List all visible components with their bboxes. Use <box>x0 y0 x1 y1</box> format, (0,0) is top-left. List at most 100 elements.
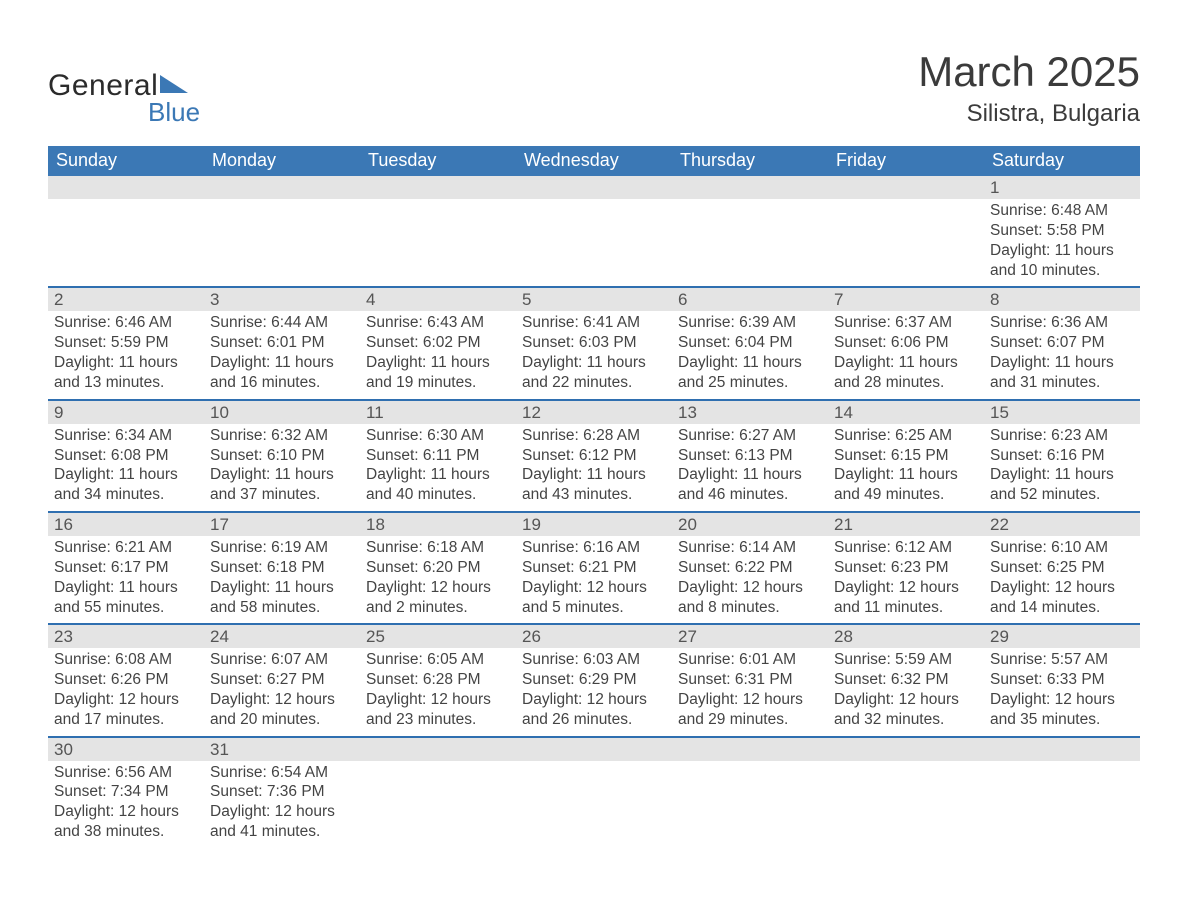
day-cell: Sunrise: 6:43 AMSunset: 6:02 PMDaylight:… <box>360 311 516 399</box>
daylight-text: Daylight: 11 hours <box>522 465 666 485</box>
day-cell <box>48 199 204 287</box>
sunrise-text: Sunrise: 6:32 AM <box>210 426 354 446</box>
day-body: Sunrise: 6:30 AMSunset: 6:11 PMDaylight:… <box>360 424 516 511</box>
daylight-text: Daylight: 11 hours <box>678 465 822 485</box>
daylight-text-2: and 41 minutes. <box>210 822 354 842</box>
sunset-text: Sunset: 6:27 PM <box>210 670 354 690</box>
sunrise-text: Sunrise: 6:48 AM <box>990 201 1134 221</box>
day-cell: Sunrise: 6:10 AMSunset: 6:25 PMDaylight:… <box>984 536 1140 624</box>
day-number: 18 <box>360 513 516 536</box>
day-number-cell: 8 <box>984 287 1140 311</box>
sunrise-text: Sunrise: 6:37 AM <box>834 313 978 333</box>
daylight-text-2: and 49 minutes. <box>834 485 978 505</box>
day-number: 17 <box>204 513 360 536</box>
logo-line-2: Blue <box>148 97 200 128</box>
day-body <box>984 761 1140 769</box>
sunset-text: Sunset: 6:15 PM <box>834 446 978 466</box>
daylight-text: Daylight: 11 hours <box>54 578 198 598</box>
day-cell: Sunrise: 6:01 AMSunset: 6:31 PMDaylight:… <box>672 648 828 736</box>
daylight-text: Daylight: 11 hours <box>210 465 354 485</box>
sunrise-text: Sunrise: 6:34 AM <box>54 426 198 446</box>
day-number-cell: 25 <box>360 624 516 648</box>
brand-logo: General Blue <box>48 69 200 128</box>
day-body: Sunrise: 6:19 AMSunset: 6:18 PMDaylight:… <box>204 536 360 623</box>
week-body-row: Sunrise: 6:08 AMSunset: 6:26 PMDaylight:… <box>48 648 1140 736</box>
day-number-cell <box>516 176 672 199</box>
day-cell: Sunrise: 6:25 AMSunset: 6:15 PMDaylight:… <box>828 424 984 512</box>
location-subtitle: Silistra, Bulgaria <box>918 100 1140 128</box>
day-number-cell: 9 <box>48 400 204 424</box>
sunrise-text: Sunrise: 6:27 AM <box>678 426 822 446</box>
day-body <box>828 199 984 207</box>
daylight-text-2: and 46 minutes. <box>678 485 822 505</box>
daylight-text-2: and 34 minutes. <box>54 485 198 505</box>
day-number-cell <box>204 176 360 199</box>
day-number-cell: 17 <box>204 512 360 536</box>
day-number: 20 <box>672 513 828 536</box>
day-body: Sunrise: 6:21 AMSunset: 6:17 PMDaylight:… <box>48 536 204 623</box>
daylight-text: Daylight: 12 hours <box>834 690 978 710</box>
sunrise-text: Sunrise: 5:57 AM <box>990 650 1134 670</box>
sunrise-text: Sunrise: 6:28 AM <box>522 426 666 446</box>
sunrise-text: Sunrise: 6:39 AM <box>678 313 822 333</box>
sunrise-text: Sunrise: 6:16 AM <box>522 538 666 558</box>
sunrise-text: Sunrise: 6:23 AM <box>990 426 1134 446</box>
day-number-cell: 16 <box>48 512 204 536</box>
day-cell: Sunrise: 6:30 AMSunset: 6:11 PMDaylight:… <box>360 424 516 512</box>
day-body: Sunrise: 6:32 AMSunset: 6:10 PMDaylight:… <box>204 424 360 511</box>
daylight-text-2: and 10 minutes. <box>990 261 1134 281</box>
day-number: 19 <box>516 513 672 536</box>
week-daynum-row: 9101112131415 <box>48 400 1140 424</box>
day-cell <box>672 199 828 287</box>
day-number-cell: 18 <box>360 512 516 536</box>
day-number: 1 <box>984 176 1140 199</box>
sunrise-text: Sunrise: 6:25 AM <box>834 426 978 446</box>
day-number-cell: 5 <box>516 287 672 311</box>
day-number: 3 <box>204 288 360 311</box>
daylight-text-2: and 58 minutes. <box>210 598 354 618</box>
day-number-cell: 4 <box>360 287 516 311</box>
day-cell: Sunrise: 6:41 AMSunset: 6:03 PMDaylight:… <box>516 311 672 399</box>
day-body: Sunrise: 6:23 AMSunset: 6:16 PMDaylight:… <box>984 424 1140 511</box>
day-number <box>360 176 516 177</box>
week-daynum-row: 23242526272829 <box>48 624 1140 648</box>
day-number-cell: 10 <box>204 400 360 424</box>
daylight-text: Daylight: 11 hours <box>366 465 510 485</box>
day-cell: Sunrise: 6:14 AMSunset: 6:22 PMDaylight:… <box>672 536 828 624</box>
weekday-header: Friday <box>828 146 984 176</box>
daylight-text-2: and 35 minutes. <box>990 710 1134 730</box>
daylight-text-2: and 29 minutes. <box>678 710 822 730</box>
day-number: 4 <box>360 288 516 311</box>
day-body <box>672 199 828 207</box>
week-daynum-row: 16171819202122 <box>48 512 1140 536</box>
day-number <box>984 738 1140 739</box>
day-body: Sunrise: 6:39 AMSunset: 6:04 PMDaylight:… <box>672 311 828 398</box>
day-cell <box>360 199 516 287</box>
sunrise-text: Sunrise: 5:59 AM <box>834 650 978 670</box>
sunset-text: Sunset: 6:17 PM <box>54 558 198 578</box>
day-number: 29 <box>984 625 1140 648</box>
daylight-text: Daylight: 12 hours <box>366 578 510 598</box>
sunset-text: Sunset: 6:06 PM <box>834 333 978 353</box>
day-body: Sunrise: 6:14 AMSunset: 6:22 PMDaylight:… <box>672 536 828 623</box>
day-body: Sunrise: 6:44 AMSunset: 6:01 PMDaylight:… <box>204 311 360 398</box>
day-body: Sunrise: 6:48 AMSunset: 5:58 PMDaylight:… <box>984 199 1140 286</box>
day-number: 2 <box>48 288 204 311</box>
day-number: 13 <box>672 401 828 424</box>
day-cell: Sunrise: 5:57 AMSunset: 6:33 PMDaylight:… <box>984 648 1140 736</box>
daylight-text: Daylight: 11 hours <box>522 353 666 373</box>
logo-line-1: General <box>48 69 158 103</box>
sunset-text: Sunset: 6:18 PM <box>210 558 354 578</box>
day-cell: Sunrise: 6:39 AMSunset: 6:04 PMDaylight:… <box>672 311 828 399</box>
weekday-header: Tuesday <box>360 146 516 176</box>
day-cell <box>828 761 984 848</box>
day-number: 23 <box>48 625 204 648</box>
week-daynum-row: 2345678 <box>48 287 1140 311</box>
day-cell: Sunrise: 6:32 AMSunset: 6:10 PMDaylight:… <box>204 424 360 512</box>
day-number-cell: 31 <box>204 737 360 761</box>
day-number-cell: 6 <box>672 287 828 311</box>
week-body-row: Sunrise: 6:46 AMSunset: 5:59 PMDaylight:… <box>48 311 1140 399</box>
day-cell: Sunrise: 6:07 AMSunset: 6:27 PMDaylight:… <box>204 648 360 736</box>
daylight-text: Daylight: 12 hours <box>54 802 198 822</box>
day-number <box>48 176 204 177</box>
